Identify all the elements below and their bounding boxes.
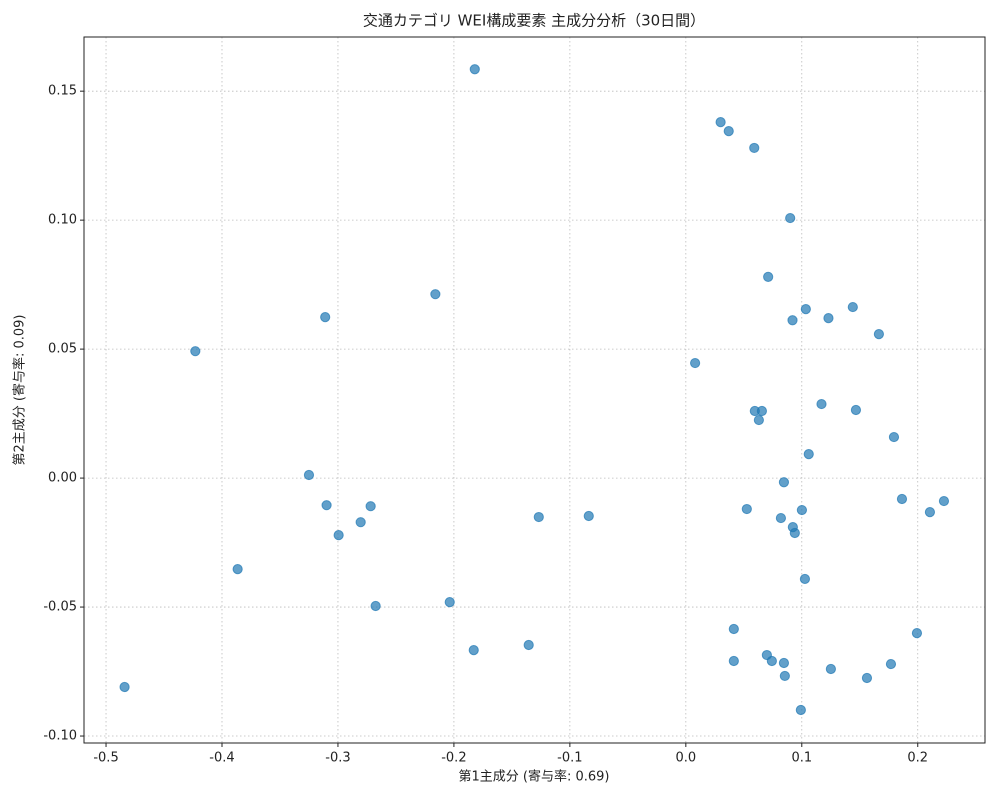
x-tick-label: -0.3 [325,751,350,766]
y-tick-label: 0.10 [48,213,77,228]
x-tick-label: -0.5 [93,751,118,766]
point [816,398,827,410]
point [763,271,774,282]
x-tick-label: -0.1 [557,751,582,766]
point [787,315,798,326]
point [444,597,455,608]
chart-title: 交通カテゴリ WEI構成要素 主成分分析（30日間） [363,12,705,30]
point [888,431,900,443]
point [232,564,243,575]
plot-frame [83,36,986,744]
point [778,657,790,669]
point [850,404,862,416]
y-tick-label: 0.05 [48,342,77,357]
point [355,517,366,528]
point [823,313,834,324]
point [320,312,331,323]
point [756,405,767,417]
x-axis-label: 第1主成分 (寄与率: 0.69) [458,769,609,785]
point [800,304,811,315]
point [690,357,701,369]
point [749,142,760,154]
grid [84,37,985,743]
point [766,655,777,667]
point [938,495,950,507]
point [468,645,479,656]
y-tick-label: -0.10 [43,729,77,744]
point [847,301,858,313]
point [430,289,441,300]
point [885,658,897,670]
point [303,469,315,481]
point [741,503,752,515]
point [715,117,726,128]
point [753,414,764,426]
point [789,527,800,539]
point [873,329,884,340]
point [583,510,594,522]
y-tick-label: 0.00 [48,471,77,486]
point [896,493,908,505]
point [365,501,376,512]
point [799,573,811,585]
point [190,346,201,357]
point [778,477,790,488]
point [728,623,739,635]
point [924,507,936,518]
point [825,663,836,675]
point [775,512,787,524]
point [523,639,534,651]
x-tick-label: 0.0 [675,751,696,766]
point [796,504,808,516]
point [321,500,332,511]
x-tick-label: 0.2 [907,751,928,766]
point [795,704,806,716]
point [370,600,381,612]
point [785,212,796,224]
point [728,655,739,667]
y-tick-label: -0.05 [43,600,77,615]
y-axis-label: 第2主成分 (寄与率: 0.09) [12,314,28,465]
point [119,681,130,693]
x-tick-label: -0.2 [441,751,466,766]
x-tick-label: -0.4 [209,751,234,766]
point [723,126,734,137]
point [533,511,544,523]
point [861,672,873,684]
x-tick-label: 0.1 [791,751,812,766]
point [333,529,344,541]
y-tick-label: 0.15 [48,84,77,99]
point [911,628,923,639]
point [779,670,790,682]
marks [119,64,950,716]
point [469,64,480,75]
point [803,448,814,460]
